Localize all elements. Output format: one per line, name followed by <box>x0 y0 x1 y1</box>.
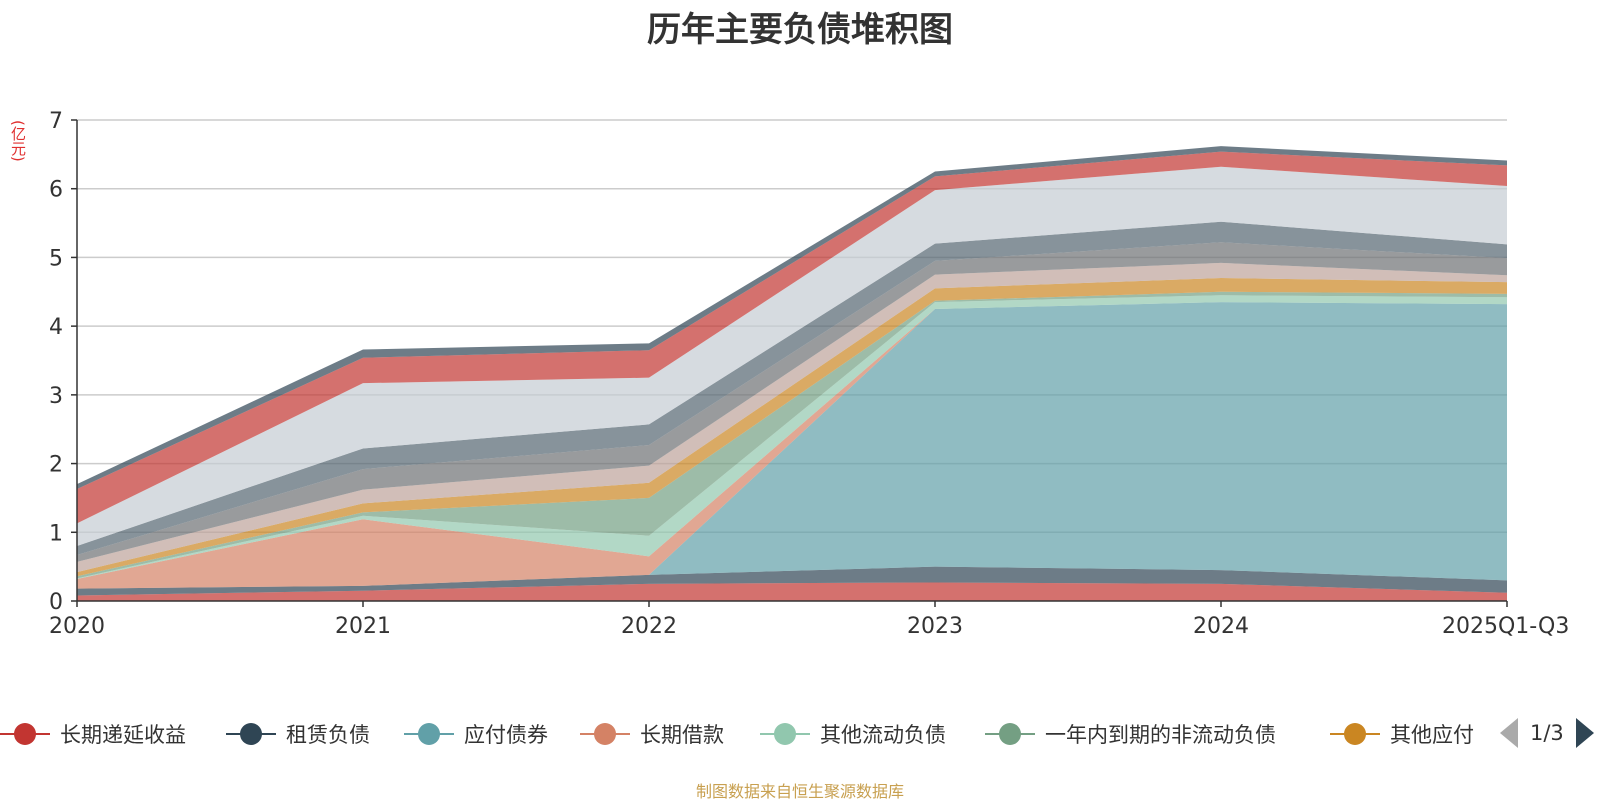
legend-label: 其他应付 <box>1390 723 1474 747</box>
area-series-11[interactable] <box>77 166 1507 547</box>
legend-label: 长期借款 <box>640 723 724 747</box>
legend-item[interactable]: 其他流动负债 <box>760 714 946 754</box>
legend-label: 应付债券 <box>464 723 548 747</box>
legend-marker-icon <box>404 722 454 746</box>
x-tick-label: 2024 <box>1193 614 1249 639</box>
legend-item[interactable]: 长期递延收益 <box>0 714 186 754</box>
y-tick-label: 4 <box>49 315 63 340</box>
x-tick-label: 2023 <box>907 614 963 639</box>
area-series-4[interactable] <box>77 302 1507 589</box>
legend-label: 长期递延收益 <box>60 723 186 747</box>
legend-marker-icon <box>1330 722 1380 746</box>
chart-title: 历年主要负债堆积图 <box>647 10 953 50</box>
data-source-note: 制图数据来自恒生聚源数据库 <box>695 782 904 801</box>
legend-marker-icon <box>760 722 810 746</box>
area-series-2[interactable] <box>77 566 1507 596</box>
y-tick-label: 2 <box>49 453 63 478</box>
x-tick-label: 2020 <box>49 614 105 639</box>
legend-label: 租赁负债 <box>286 723 370 747</box>
area-series-9[interactable] <box>77 242 1507 562</box>
legend: 长期递延收益 租赁负债 应付债券 长期借款 其他流动负债 一年内到期的非流动负债 其他应付 <box>0 714 1600 754</box>
area-series-8[interactable] <box>77 262 1507 573</box>
legend-marker-icon <box>0 722 50 746</box>
y-axis-unit-label: (亿元) <box>9 120 27 162</box>
y-tick-label: 3 <box>49 384 63 409</box>
legend-page-indicator: 1/3 <box>1530 721 1564 745</box>
area-series-1[interactable] <box>77 582 1507 601</box>
legend-item[interactable]: 应付债券 <box>404 714 548 754</box>
legend-item[interactable]: 租赁负债 <box>226 714 370 754</box>
x-tick-label: 2021 <box>335 614 391 639</box>
legend-item[interactable]: 一年内到期的非流动负债 <box>985 714 1276 754</box>
legend-marker-icon <box>580 722 630 746</box>
legend-label: 其他流动负债 <box>820 723 946 747</box>
area-series-7[interactable] <box>77 278 1507 577</box>
y-tick-label: 7 <box>49 109 63 134</box>
y-tick-label: 0 <box>49 590 63 615</box>
legend-label: 一年内到期的非流动负债 <box>1045 723 1276 747</box>
y-tick-label: 6 <box>49 178 63 203</box>
legend-prev-page-icon[interactable] <box>1500 718 1518 748</box>
legend-marker-icon <box>985 722 1035 746</box>
x-tick-label: 2022 <box>621 614 677 639</box>
legend-next-page-icon[interactable] <box>1575 718 1594 748</box>
legend-item[interactable]: 其他应付 <box>1330 714 1474 754</box>
legend-marker-icon <box>226 722 276 746</box>
legend-pager: 1/3 <box>1500 718 1594 748</box>
stacked-area-chart: 0 1 2 3 4 5 6 7 2020 2021 2022 2023 2024 2025Q1-Q3 <box>49 109 1569 639</box>
legend-item[interactable]: 长期借款 <box>580 714 724 754</box>
y-tick-label: 5 <box>49 246 63 271</box>
area-series-3[interactable] <box>77 302 1507 589</box>
y-tick-label: 1 <box>49 521 63 546</box>
x-tick-label: 2025Q1-Q3 <box>1442 614 1569 639</box>
